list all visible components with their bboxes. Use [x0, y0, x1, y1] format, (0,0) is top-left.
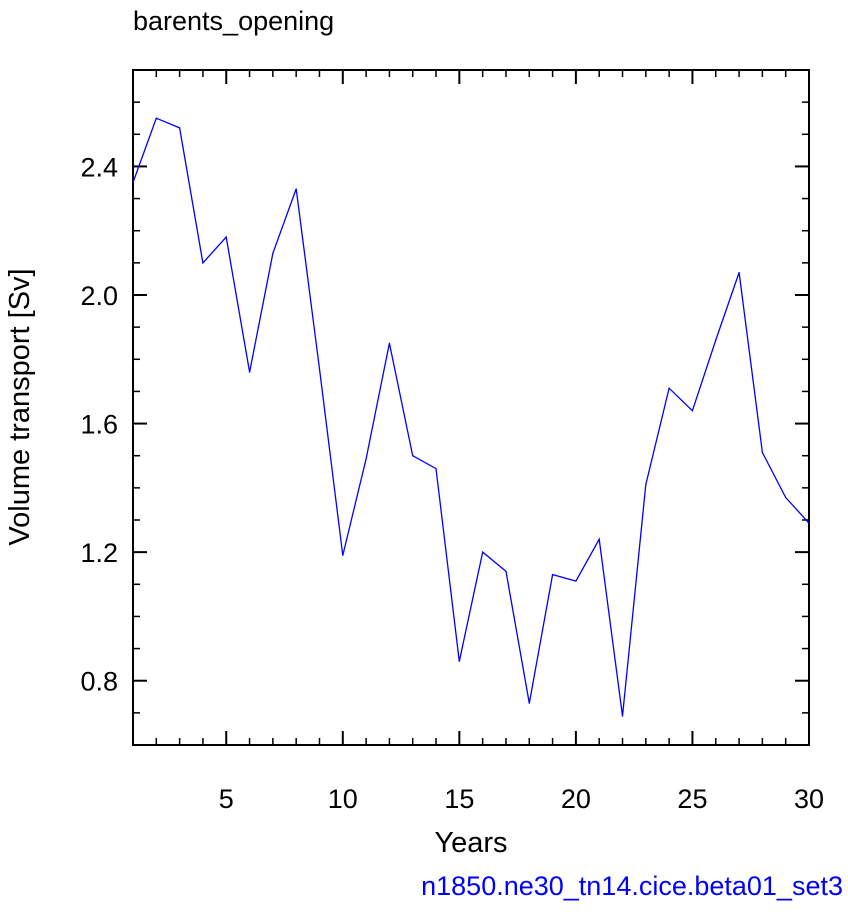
- series-points: [132, 117, 810, 717]
- y-tick-label: 1.6: [80, 410, 118, 440]
- footer-label: n1850.ne30_tn14.cice.beta01_set3: [421, 871, 843, 901]
- data-point: [318, 368, 321, 370]
- x-tick-label: 25: [677, 784, 707, 814]
- x-axis-label: Years: [434, 827, 507, 859]
- data-point: [179, 127, 181, 129]
- plot-frame: [132, 69, 810, 746]
- y-axis-label: Volume transport [Sv]: [4, 268, 36, 545]
- data-point: [365, 458, 367, 460]
- axis-ticks: [132, 69, 810, 746]
- data-point: [528, 702, 530, 704]
- data-point: [551, 574, 554, 576]
- data-point: [808, 522, 810, 524]
- chart-title: barents_opening: [133, 6, 334, 36]
- x-tick-label: 10: [328, 784, 358, 814]
- data-point: [598, 538, 600, 540]
- data-point: [202, 262, 204, 264]
- data-point: [272, 252, 274, 254]
- data-point: [225, 236, 227, 238]
- data-point: [132, 181, 134, 184]
- data-point: [645, 484, 647, 486]
- data-point: [412, 455, 414, 457]
- data-point: [575, 580, 577, 582]
- y-tick-label: 2.4: [80, 152, 118, 182]
- data-point: [248, 371, 251, 373]
- data-point: [435, 467, 437, 470]
- x-tick-label: 5: [219, 784, 234, 814]
- y-tick-label: 2.0: [80, 281, 118, 311]
- tick-labels: 5 10 15 20 25 30 0.8 1.2 1.6 2.0 2.4: [80, 152, 824, 814]
- data-point: [458, 660, 460, 663]
- data-point: [621, 715, 624, 717]
- data-point: [155, 117, 157, 119]
- data-point: [761, 451, 763, 454]
- data-point: [505, 570, 507, 573]
- data-point: [715, 339, 717, 341]
- data-point: [295, 188, 297, 190]
- data-point: [738, 271, 740, 274]
- data-point: [668, 387, 670, 389]
- data-point: [388, 342, 391, 344]
- y-tick-label: 0.8: [80, 667, 118, 697]
- x-tick-label: 20: [561, 784, 591, 814]
- data-point: [482, 551, 484, 553]
- data-point: [691, 410, 694, 412]
- y-tick-label: 1.2: [80, 538, 118, 568]
- x-tick-label: 15: [444, 784, 474, 814]
- x-tick-label: 30: [794, 784, 824, 814]
- series-line: [132, 117, 810, 717]
- data-point: [785, 496, 787, 499]
- data-point: [342, 554, 344, 556]
